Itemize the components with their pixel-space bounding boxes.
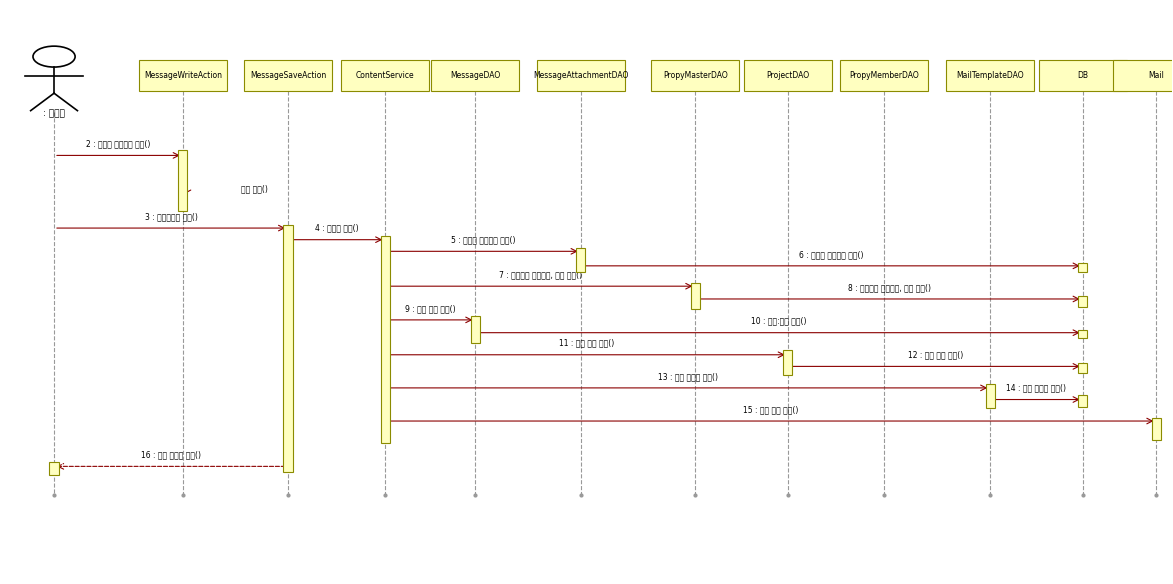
Bar (284, 225, 293, 472)
FancyBboxPatch shape (244, 60, 332, 92)
Text: 11 : 멤버 목록 조회(): 11 : 멤버 목록 조회() (558, 339, 615, 348)
Text: : 사용자: : 사용자 (43, 109, 65, 118)
Bar (1078, 263, 1087, 272)
Text: 3 : 게시물저장 요청(): 3 : 게시물저장 요청() (144, 212, 197, 221)
Bar (1078, 330, 1087, 339)
Bar (1078, 395, 1087, 407)
Bar (380, 235, 389, 443)
FancyBboxPatch shape (947, 60, 1035, 92)
Text: 12 : 멤버 목록 조회(): 12 : 멤버 목록 조회() (908, 350, 963, 359)
Text: DB: DB (1077, 71, 1089, 80)
Text: MessageSaveAction: MessageSaveAction (250, 71, 326, 80)
Text: 15 : 팀원 메일 발송(): 15 : 팀원 메일 발송() (744, 405, 799, 414)
Bar (1078, 296, 1087, 307)
Bar (178, 150, 188, 211)
Text: 9 : 전체 용량 증가(): 9 : 전체 용량 증가() (405, 304, 455, 313)
Text: 8 : 프로젝트 게시물수, 용량 증가(): 8 : 프로젝트 게시물수, 용량 증가() (848, 283, 930, 292)
Text: MailTemplateDAO: MailTemplateDAO (956, 71, 1024, 80)
Bar (576, 248, 585, 272)
FancyBboxPatch shape (138, 60, 226, 92)
FancyBboxPatch shape (840, 60, 928, 92)
Bar (784, 350, 793, 374)
FancyBboxPatch shape (1039, 60, 1126, 92)
Text: Mail: Mail (1148, 71, 1165, 80)
Bar (1152, 418, 1161, 440)
Text: 4 : 게시물 저장(): 4 : 게시물 저장() (314, 224, 359, 232)
FancyBboxPatch shape (341, 60, 429, 92)
Text: 6 : 게시물 첨부파일 저장(): 6 : 게시물 첨부파일 저장() (800, 250, 863, 259)
Text: PropyMasterDAO: PropyMasterDAO (663, 71, 727, 80)
FancyBboxPatch shape (537, 60, 624, 92)
Bar (691, 283, 700, 310)
Bar (470, 317, 480, 343)
FancyBboxPatch shape (651, 60, 739, 92)
Text: 16 : 결과 페이지 리턴(): 16 : 결과 페이지 리턴() (141, 450, 201, 460)
Text: 10 : 전체:용량 증가(): 10 : 전체:용량 증가() (751, 317, 807, 326)
Text: MessageAttachmentDAO: MessageAttachmentDAO (533, 71, 629, 80)
FancyBboxPatch shape (1112, 60, 1173, 92)
Bar (1078, 363, 1087, 373)
Text: 13 : 메일 템플릿 조회(): 13 : 메일 템플릿 조회() (658, 372, 718, 381)
Text: ContentService: ContentService (355, 71, 414, 80)
FancyBboxPatch shape (744, 60, 832, 92)
Bar (985, 384, 995, 408)
Text: ProjectDAO: ProjectDAO (766, 71, 809, 80)
Text: 14 : 메일 템플릿 조회(): 14 : 메일 템플릿 조회() (1006, 384, 1066, 392)
Text: 화면 표시(): 화면 표시() (242, 185, 269, 193)
Bar (49, 463, 59, 475)
Text: 2 : 게시물 등록화면 요청(): 2 : 게시물 등록화면 요청() (87, 140, 150, 148)
Text: MessageWriteAction: MessageWriteAction (144, 71, 222, 80)
Text: 7 : 프로젝트 게시물수, 용량 증가(): 7 : 프로젝트 게시물수, 용량 증가() (499, 270, 582, 279)
Text: 5 : 게시물 첨부파일 저장(): 5 : 게시물 첨부파일 저장() (450, 235, 515, 244)
FancyBboxPatch shape (432, 60, 520, 92)
Text: MessageDAO: MessageDAO (450, 71, 501, 80)
Text: PropyMemberDAO: PropyMemberDAO (849, 71, 918, 80)
